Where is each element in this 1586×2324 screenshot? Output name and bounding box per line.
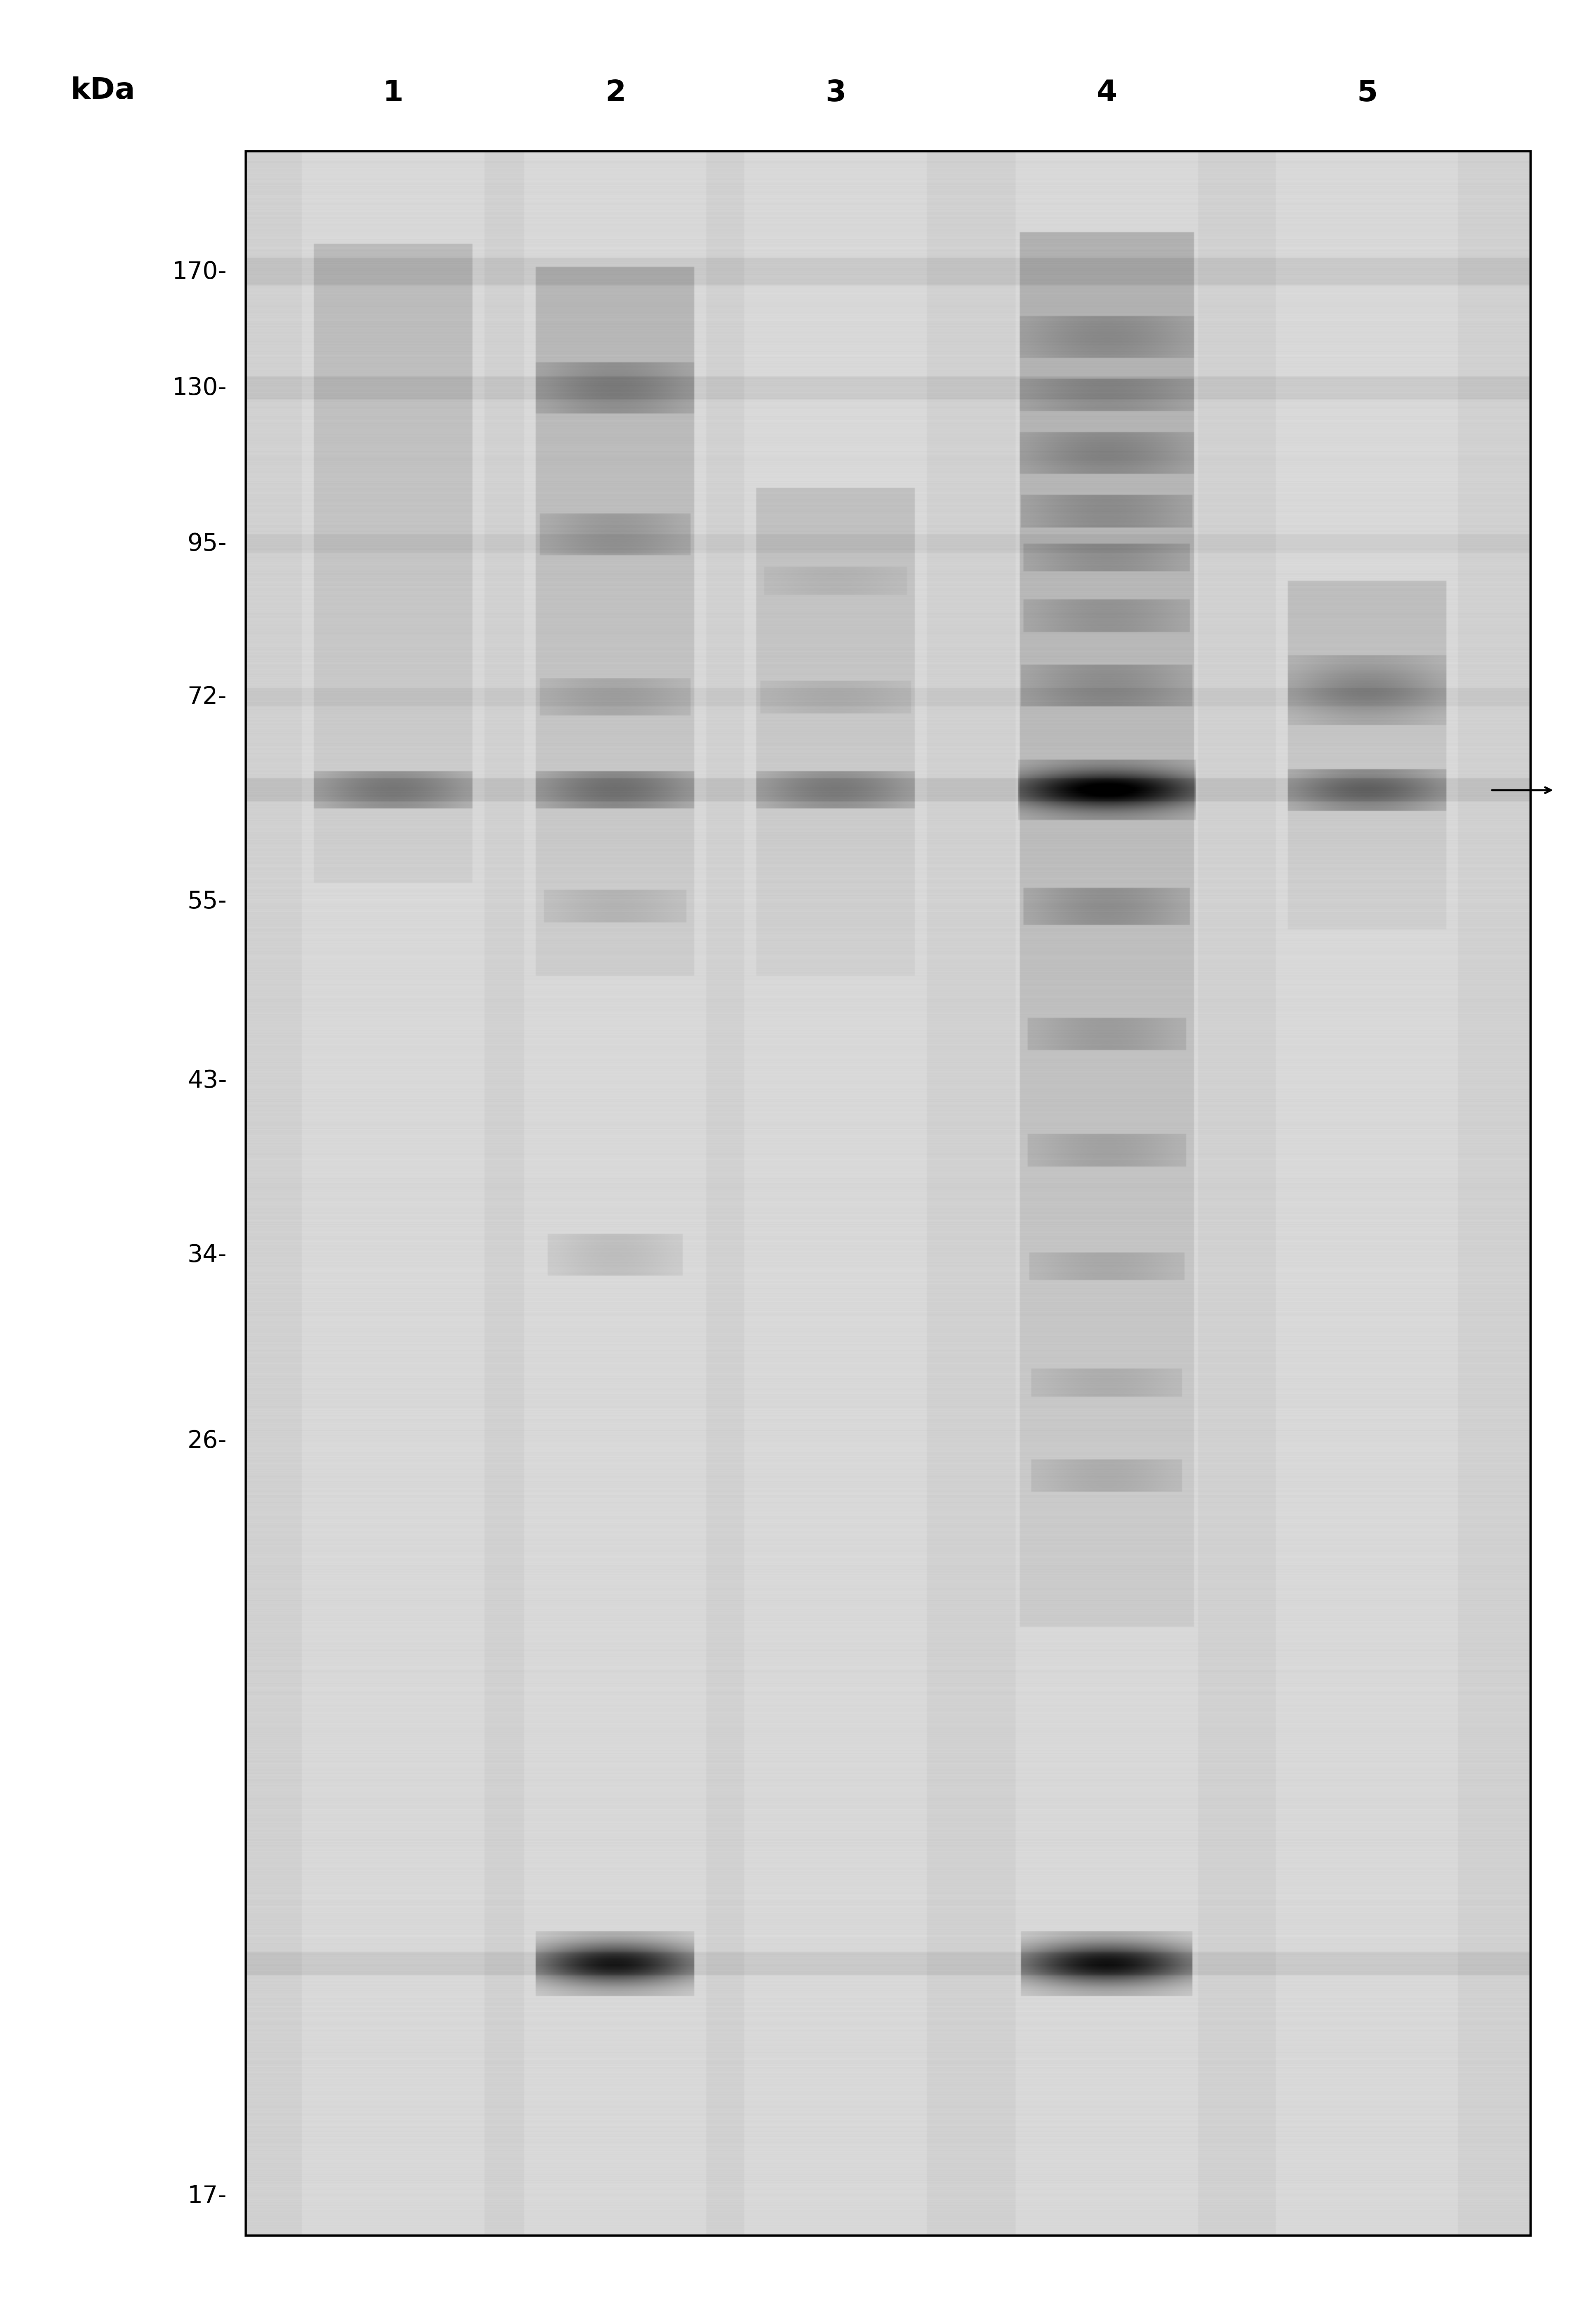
Text: 17-: 17- — [187, 2185, 227, 2208]
Text: 1: 1 — [382, 79, 404, 107]
Text: 3: 3 — [825, 79, 847, 107]
Text: 130-: 130- — [171, 376, 227, 400]
Text: 72-: 72- — [187, 686, 227, 709]
Text: 34-: 34- — [187, 1243, 227, 1267]
Text: 55-: 55- — [187, 890, 227, 913]
Text: 43-: 43- — [187, 1069, 227, 1092]
Text: 26-: 26- — [187, 1429, 227, 1452]
Text: 4: 4 — [1096, 79, 1118, 107]
Text: 2: 2 — [604, 79, 626, 107]
Text: 170-: 170- — [171, 260, 227, 284]
Text: kDa: kDa — [71, 77, 135, 105]
Bar — [246, 151, 1530, 2236]
Text: 5: 5 — [1356, 79, 1378, 107]
Text: 95-: 95- — [187, 532, 227, 555]
